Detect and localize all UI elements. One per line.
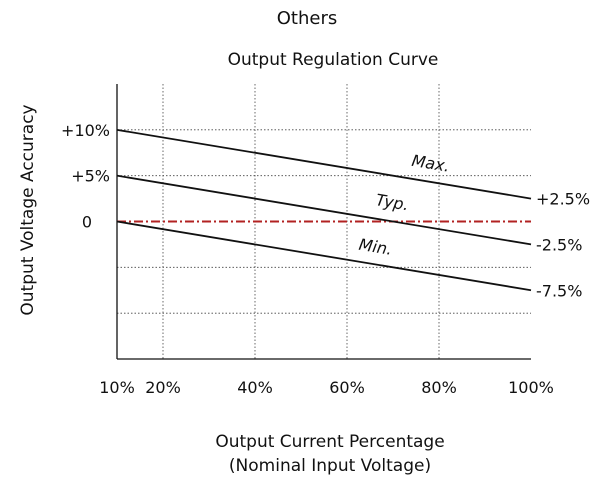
x-axis-label: Output Current Percentage <box>215 432 444 452</box>
series-line-1 <box>116 174 532 246</box>
y-tick-label-0: +10% <box>61 121 110 140</box>
series-group: Max. +2.5% Typ. -2.5% Min. -7.5% <box>116 128 590 300</box>
series-name-1: Typ. <box>374 190 410 214</box>
y-tick-label-2: 0 <box>82 213 92 232</box>
y-tick-label-1: +5% <box>71 167 110 186</box>
x-tick-label-3: 60% <box>329 378 365 397</box>
series-end-label-0: +2.5% <box>536 190 590 209</box>
series-line-2 <box>116 220 532 292</box>
x-tick-label-2: 40% <box>237 378 273 397</box>
series-end-label-1: -2.5% <box>536 235 582 254</box>
x-tick-label-1: 20% <box>145 378 181 397</box>
y-tick-labels: +10% +5% 0 <box>61 121 110 232</box>
section-heading: Others <box>277 8 338 29</box>
series-name-0: Max. <box>410 151 451 176</box>
x-axis-sublabel: (Nominal Input Voltage) <box>229 456 431 476</box>
x-tick-labels: 10% 20% 40% 60% 80% 100% <box>99 378 554 397</box>
x-tick-label-4: 80% <box>421 378 457 397</box>
x-tick-label-0: 10% <box>99 378 135 397</box>
x-tick-label-5: 100% <box>508 378 554 397</box>
series-name-2: Min. <box>357 235 393 259</box>
chart-title: Output Regulation Curve <box>228 50 439 70</box>
series-line-0 <box>116 128 532 200</box>
series-end-label-2: -7.5% <box>536 281 582 300</box>
y-axis-label: Output Voltage Accuracy <box>18 104 38 315</box>
